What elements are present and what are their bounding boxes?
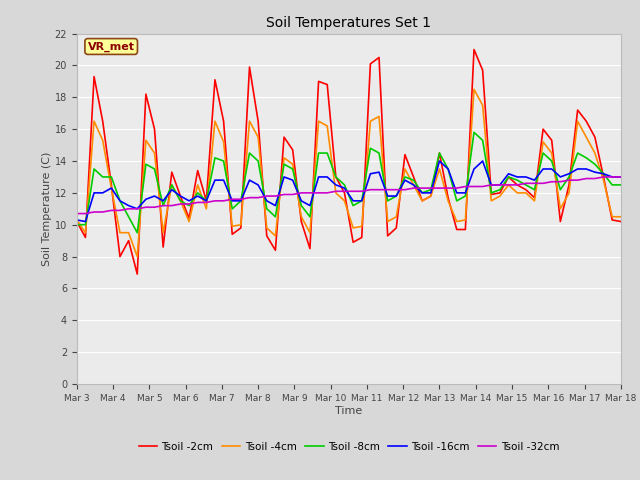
- Tsoil -2cm: [470, 47, 478, 52]
- Tsoil -16cm: [150, 193, 158, 199]
- Line: Tsoil -2cm: Tsoil -2cm: [77, 49, 621, 274]
- Tsoil -4cm: [470, 86, 478, 92]
- Tsoil -2cm: [306, 246, 314, 252]
- Tsoil -32cm: [419, 185, 426, 191]
- Tsoil -2cm: [617, 219, 625, 225]
- Title: Soil Temperatures Set 1: Soil Temperatures Set 1: [266, 16, 431, 30]
- Text: VR_met: VR_met: [88, 41, 134, 52]
- Tsoil -16cm: [384, 193, 392, 199]
- Tsoil -32cm: [340, 188, 348, 194]
- Tsoil -4cm: [427, 193, 435, 199]
- Tsoil -8cm: [436, 150, 444, 156]
- Tsoil -8cm: [133, 230, 141, 236]
- Tsoil -16cm: [617, 174, 625, 180]
- Tsoil -32cm: [73, 211, 81, 216]
- Tsoil -2cm: [349, 240, 357, 245]
- Tsoil -4cm: [150, 150, 158, 156]
- Line: Tsoil -4cm: Tsoil -4cm: [77, 89, 621, 257]
- Tsoil -32cm: [617, 174, 625, 180]
- Tsoil -2cm: [427, 193, 435, 199]
- X-axis label: Time: Time: [335, 406, 362, 416]
- Tsoil -16cm: [73, 217, 81, 223]
- Tsoil -8cm: [306, 214, 314, 220]
- Tsoil -16cm: [306, 203, 314, 208]
- Tsoil -32cm: [375, 187, 383, 192]
- Tsoil -8cm: [384, 198, 392, 204]
- Tsoil -4cm: [384, 219, 392, 225]
- Tsoil -8cm: [349, 203, 357, 208]
- Tsoil -16cm: [444, 166, 452, 172]
- Tsoil -4cm: [133, 254, 141, 260]
- Tsoil -8cm: [427, 187, 435, 192]
- Y-axis label: Soil Temperature (C): Soil Temperature (C): [42, 152, 52, 266]
- Tsoil -16cm: [81, 219, 89, 225]
- Line: Tsoil -8cm: Tsoil -8cm: [77, 132, 621, 233]
- Tsoil -8cm: [470, 130, 478, 135]
- Tsoil -2cm: [133, 271, 141, 277]
- Tsoil -16cm: [349, 198, 357, 204]
- Tsoil -4cm: [349, 225, 357, 231]
- Tsoil -8cm: [617, 182, 625, 188]
- Tsoil -32cm: [600, 174, 607, 180]
- Tsoil -4cm: [436, 166, 444, 172]
- Tsoil -16cm: [436, 158, 444, 164]
- Tsoil -2cm: [150, 126, 158, 132]
- Tsoil -2cm: [73, 219, 81, 225]
- Tsoil -4cm: [73, 217, 81, 223]
- Tsoil -2cm: [384, 233, 392, 239]
- Line: Tsoil -32cm: Tsoil -32cm: [77, 177, 621, 214]
- Tsoil -8cm: [150, 166, 158, 172]
- Tsoil -2cm: [436, 150, 444, 156]
- Tsoil -4cm: [306, 230, 314, 236]
- Tsoil -32cm: [427, 185, 435, 191]
- Tsoil -16cm: [427, 190, 435, 196]
- Tsoil -8cm: [73, 222, 81, 228]
- Legend: Tsoil -2cm, Tsoil -4cm, Tsoil -8cm, Tsoil -16cm, Tsoil -32cm: Tsoil -2cm, Tsoil -4cm, Tsoil -8cm, Tsoi…: [134, 438, 563, 456]
- Tsoil -32cm: [298, 190, 305, 196]
- Tsoil -32cm: [142, 204, 150, 210]
- Tsoil -4cm: [617, 214, 625, 220]
- Line: Tsoil -16cm: Tsoil -16cm: [77, 161, 621, 222]
